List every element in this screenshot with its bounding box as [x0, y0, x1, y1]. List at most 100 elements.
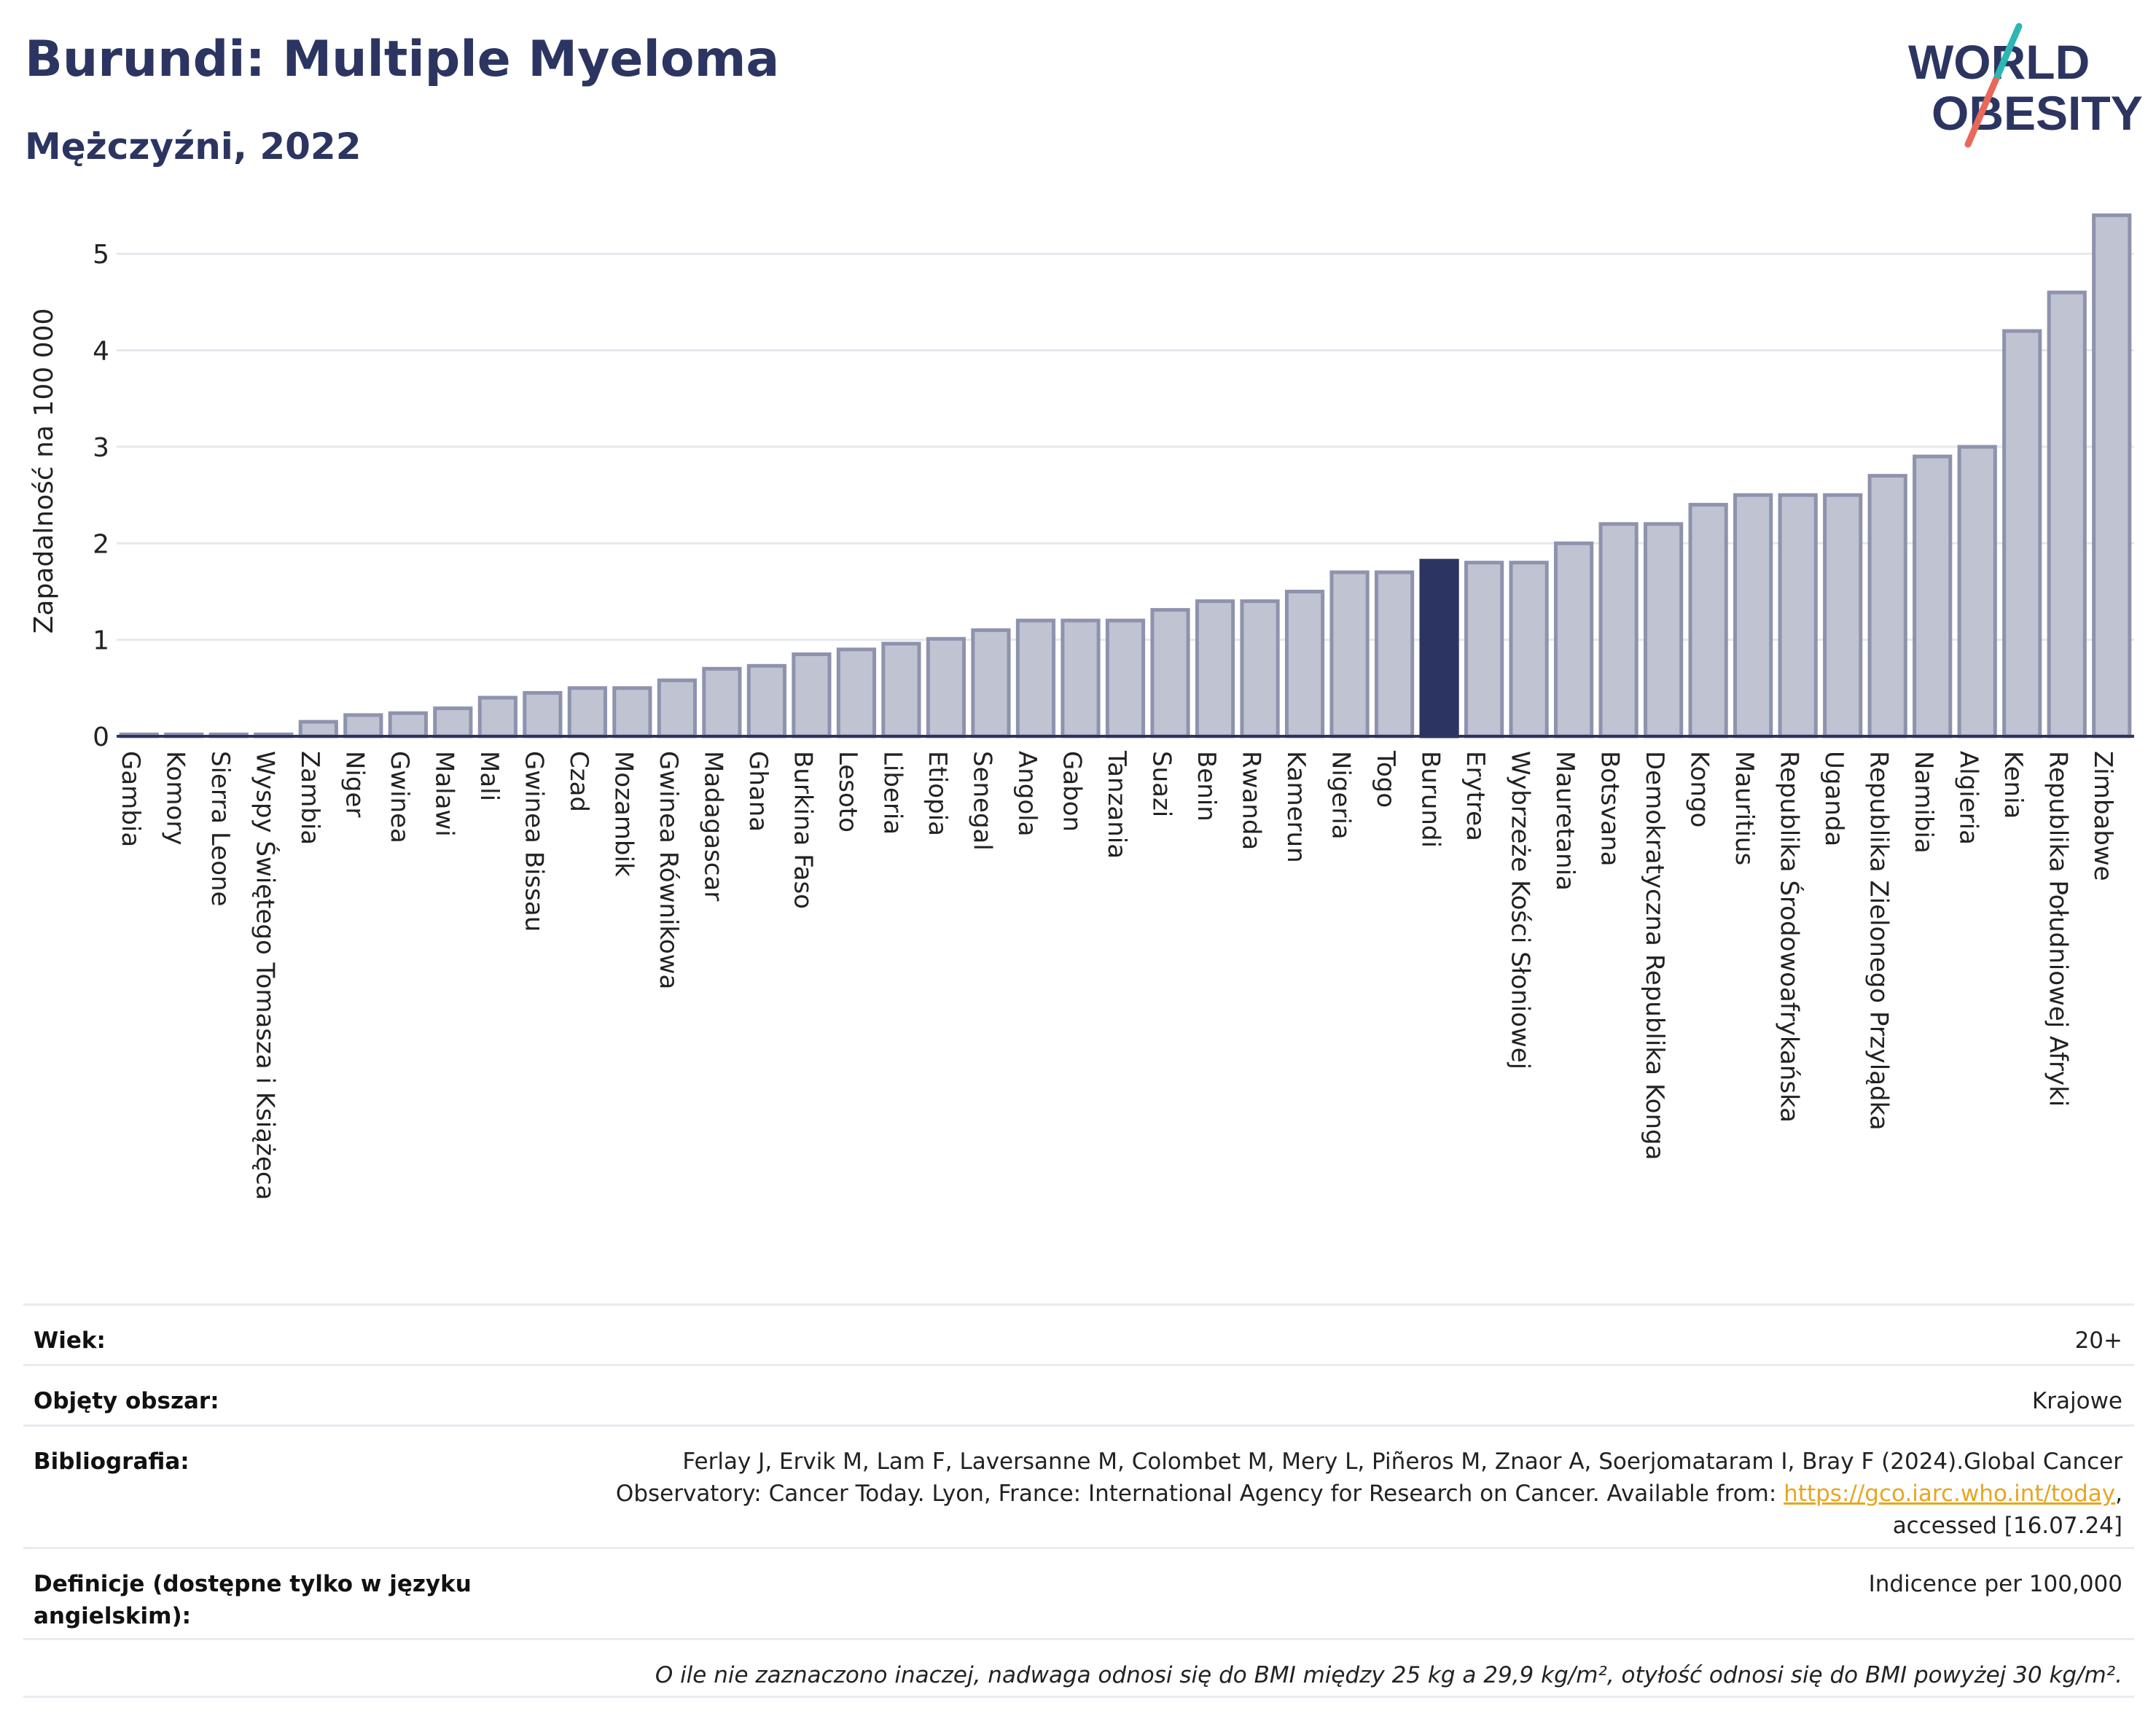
x-tick-label: Liberia	[878, 751, 907, 835]
definitions-label: Definicje (dostępne tylko w języku angie…	[34, 1571, 472, 1629]
bar	[1015, 618, 1056, 738]
bar	[1464, 561, 1504, 738]
x-tick-label: Mozambik	[609, 751, 638, 877]
bibliography-line-2: Observatory: Cancer Today. Lyon, France:…	[615, 1481, 1784, 1507]
bar	[1284, 589, 1325, 738]
bar	[1957, 445, 1997, 738]
x-tick-label: Gwinea Równikowa	[654, 751, 683, 989]
y-tick-label: 4	[93, 337, 109, 367]
bar	[343, 713, 383, 738]
x-tick-label: Mauretania	[1550, 751, 1579, 891]
x-tick-label: Mauritius	[1730, 751, 1759, 865]
bar	[1823, 493, 1863, 738]
x-tick-label: Nigeria	[1327, 751, 1356, 840]
x-tick-label: Zimbabwe	[2088, 751, 2117, 881]
x-tick-label: Tanzania	[1102, 750, 1131, 859]
bar	[926, 636, 966, 738]
x-tick-label: Botsvana	[1595, 751, 1625, 867]
bar	[1644, 522, 1684, 738]
y-tick-label: 0	[93, 722, 109, 752]
logo-slash-coral	[1964, 77, 1999, 148]
x-tick-label: Angola	[1012, 751, 1042, 836]
info-row-area: Objęty obszar: Krajowe	[23, 1364, 2134, 1424]
bar-chart: 0 1 2 3 4 5 Gambia Komory Sierra Leone Wyspy Świ…	[29, 213, 2134, 1200]
y-axis-label: Zapadalność na 100 000	[29, 308, 59, 634]
bar	[298, 720, 338, 738]
x-tick-label: Sierra Leone	[206, 751, 235, 906]
bar	[1778, 493, 1818, 738]
info-table: Wiek: 20+ Objęty obszar: Krajowe Bibliog…	[23, 1303, 2134, 1698]
x-tick-label: Namibia	[1909, 751, 1938, 854]
page-subtitle: Mężczyźni, 2022	[25, 125, 362, 168]
x-tick-label: Komory	[160, 751, 190, 845]
x-tick-label: Republika Zielonego Przylądka	[1864, 751, 1894, 1131]
bar	[971, 628, 1011, 738]
x-tick-label: Uganda	[1819, 751, 1848, 846]
x-tick-label: Kenia	[1999, 751, 2028, 819]
bar	[612, 686, 652, 738]
bar	[2002, 329, 2042, 738]
definitions-value: Indicence per 100,000	[1868, 1571, 2122, 1597]
bar	[746, 663, 787, 738]
x-tick-label: Senegal	[967, 751, 996, 851]
bar	[1374, 570, 1415, 738]
logo-word-obesity: OBESITY	[1932, 86, 2143, 140]
bibliography-value: Ferlay J, Ervik M, Lam F, Laversanne M, …	[616, 1446, 2122, 1542]
x-tick-label: Gwinea	[385, 751, 414, 843]
bar	[881, 642, 921, 738]
y-tick-label: 3	[93, 433, 109, 463]
x-tick-label: Mali	[474, 751, 504, 801]
bar	[1061, 618, 1101, 738]
bar	[523, 690, 563, 738]
area-value: Krajowe	[2031, 1388, 2122, 1414]
x-tick-label: Lesoto	[833, 751, 862, 833]
bar	[1688, 502, 1728, 738]
x-tick-label: Malawi	[429, 751, 458, 837]
x-tick-label: Zambia	[295, 751, 324, 845]
bibliography-link[interactable]: https://gco.iarc.who.int/today	[1784, 1481, 2116, 1507]
x-tick-label: Gabon	[1057, 751, 1086, 832]
bar	[2047, 290, 2087, 738]
age-label: Wiek:	[34, 1327, 106, 1354]
y-tick-label: 2	[93, 529, 109, 559]
bar	[1913, 454, 1953, 738]
bar	[1509, 561, 1549, 738]
y-tick-label: 5	[93, 240, 109, 270]
bibliography-label: Bibliografia:	[34, 1449, 190, 1475]
x-tick-label: Suazi	[1147, 751, 1176, 817]
bar	[1105, 618, 1146, 738]
x-tick-label: Gambia	[116, 751, 145, 847]
bmi-footnote: O ile nie zaznaczono inaczej, nadwaga od…	[655, 1662, 2122, 1688]
info-row-age: Wiek: 20+	[23, 1303, 2134, 1364]
bar	[1733, 493, 1773, 738]
bar	[702, 666, 742, 738]
x-tick-label: Kongo	[1685, 751, 1714, 827]
bar-highlighted	[1419, 558, 1459, 738]
age-value: 20+	[2074, 1327, 2122, 1354]
x-tick-label: Czad	[564, 751, 593, 812]
bar	[1150, 608, 1190, 738]
x-tick-label: Niger	[340, 751, 369, 817]
bar	[388, 711, 428, 738]
x-tick-label: Demokratyczna Republika Konga	[1640, 751, 1669, 1160]
info-row-bibliography: Bibliografia: Ferlay J, Ervik M, Lam F, …	[23, 1424, 2134, 1547]
bibliography-line-3: accessed [16.07.24]	[1892, 1513, 2122, 1539]
area-label: Objęty obszar:	[34, 1388, 219, 1414]
x-tick-label: Etiopia	[923, 751, 952, 836]
bar	[2092, 213, 2132, 738]
x-tick-label: Burkina Faso	[788, 751, 817, 909]
bar	[1867, 474, 1907, 738]
x-tick-label: Ghana	[743, 751, 773, 832]
info-row-definitions: Definicje (dostępne tylko w języku angie…	[23, 1547, 2134, 1638]
bar	[477, 695, 517, 738]
bibliography-line-1: Ferlay J, Ervik M, Lam F, Laversanne M, …	[682, 1449, 2122, 1475]
bar	[1329, 570, 1370, 738]
bar	[1195, 599, 1235, 738]
x-tick-label: Republika Południowej Afryki	[2044, 751, 2073, 1107]
bar	[567, 686, 607, 738]
bar	[1554, 541, 1594, 738]
y-tick-label: 1	[93, 626, 109, 656]
bar	[792, 652, 832, 738]
bar	[657, 678, 697, 738]
bar	[836, 647, 877, 738]
